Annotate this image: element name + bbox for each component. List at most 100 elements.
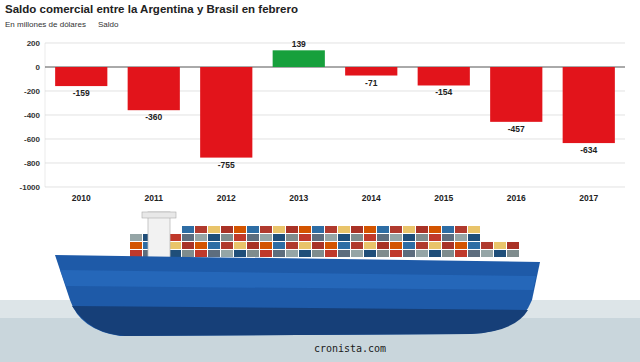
grid-line (45, 43, 625, 44)
container (221, 234, 233, 241)
container (442, 234, 454, 241)
container (338, 226, 350, 233)
bar (200, 67, 252, 158)
container (429, 234, 441, 241)
container (442, 226, 454, 233)
container (169, 250, 181, 257)
source-annotation: cronista.com (314, 343, 386, 354)
bar (418, 67, 470, 85)
chart-svg: Saldo comercial entre la Argentina y Bra… (0, 0, 640, 362)
y-tick-label: 200 (27, 39, 41, 48)
container (403, 250, 415, 257)
container (351, 250, 363, 257)
y-tick-label: -800 (24, 159, 41, 168)
container (299, 250, 311, 257)
container (260, 234, 272, 241)
container (442, 242, 454, 249)
container (468, 242, 480, 249)
y-tick-label: -600 (24, 135, 41, 144)
subtitle: En millones de dólares (5, 20, 86, 29)
y-tick-label: -400 (24, 111, 41, 120)
container (130, 234, 142, 241)
x-tick-label: 2011 (145, 193, 164, 203)
container (364, 242, 376, 249)
container (338, 250, 350, 257)
container (299, 226, 311, 233)
bar (490, 67, 542, 122)
grid-line (45, 163, 625, 164)
container (416, 226, 428, 233)
ship-illustration (0, 212, 640, 362)
container (208, 250, 220, 257)
container (221, 250, 233, 257)
container (429, 226, 441, 233)
bar (345, 67, 397, 76)
bar (55, 67, 107, 86)
container (234, 226, 246, 233)
container (182, 226, 194, 233)
container (468, 226, 480, 233)
container (247, 226, 259, 233)
container (455, 234, 467, 241)
container (325, 226, 337, 233)
container (338, 242, 350, 249)
container (390, 250, 402, 257)
container (377, 242, 389, 249)
x-tick-label: 2013 (289, 193, 308, 203)
container (429, 250, 441, 257)
container (182, 234, 194, 241)
container (286, 250, 298, 257)
container (221, 226, 233, 233)
container (416, 242, 428, 249)
container (195, 242, 207, 249)
x-tick-label: 2015 (434, 193, 453, 203)
container (377, 234, 389, 241)
container (247, 234, 259, 241)
container (273, 250, 285, 257)
data-label: -154 (435, 87, 452, 97)
data-label: -755 (218, 160, 235, 170)
container (364, 250, 376, 257)
container (325, 242, 337, 249)
container (299, 234, 311, 241)
container (442, 250, 454, 257)
container (403, 242, 415, 249)
container (234, 234, 246, 241)
container (390, 234, 402, 241)
background (0, 0, 640, 362)
container (494, 242, 506, 249)
bar (563, 67, 615, 143)
container (403, 226, 415, 233)
container (260, 226, 272, 233)
y-tick-label: -1000 (20, 183, 41, 192)
container (455, 226, 467, 233)
container (247, 250, 259, 257)
container (247, 242, 259, 249)
container (234, 250, 246, 257)
container (416, 250, 428, 257)
container (364, 234, 376, 241)
grid-line (45, 187, 625, 188)
container (455, 242, 467, 249)
container (325, 250, 337, 257)
container (182, 242, 194, 249)
container (312, 250, 324, 257)
container (351, 226, 363, 233)
container (286, 234, 298, 241)
container (377, 226, 389, 233)
data-label: -360 (145, 112, 162, 122)
bridge-top (142, 212, 176, 218)
bridge (148, 212, 170, 258)
container (169, 234, 181, 241)
container (468, 250, 480, 257)
data-label: -634 (580, 145, 597, 155)
container (403, 234, 415, 241)
container (416, 234, 428, 241)
data-label: -71 (365, 78, 378, 88)
chart-root: Saldo comercial entre la Argentina y Bra… (0, 0, 640, 362)
container (325, 234, 337, 241)
grid-line (45, 139, 625, 140)
container (195, 226, 207, 233)
y-tick-label: 0 (36, 63, 41, 72)
container (221, 242, 233, 249)
